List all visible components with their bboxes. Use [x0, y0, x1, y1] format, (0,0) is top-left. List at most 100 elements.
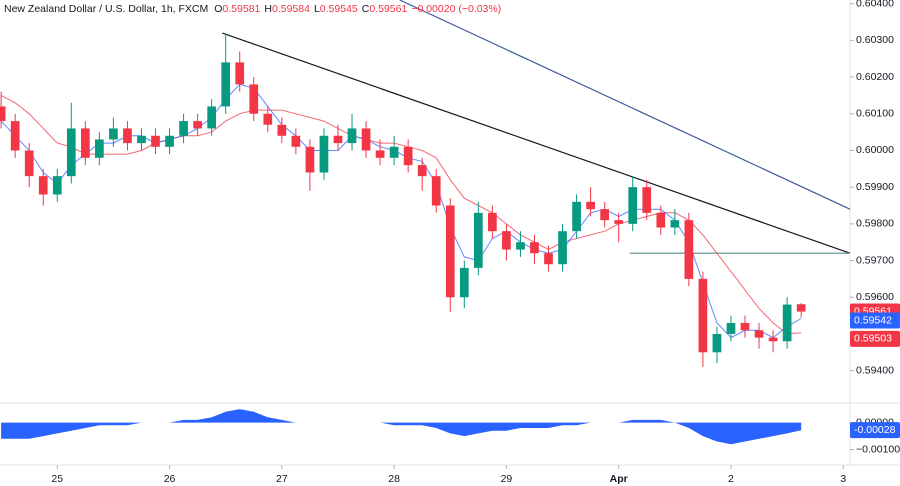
candle-body [193, 121, 202, 129]
candle-body [277, 124, 287, 136]
candle-body [333, 135, 343, 144]
y-tick-label: 0.60400 [856, 0, 894, 9]
y-tick-label: 0.59900 [856, 181, 894, 193]
x-tick-label: 25 [51, 473, 63, 485]
candle-body [698, 278, 708, 353]
y-tick-label: 0.60000 [856, 144, 894, 156]
trendline [399, 0, 851, 210]
candle-body [80, 128, 90, 158]
candle-body [151, 135, 160, 147]
y-tick-label: 0.59700 [856, 254, 894, 266]
x-tick-label: 27 [276, 473, 288, 485]
y-tick-label: 0.60200 [856, 71, 894, 83]
ohlc-label: L [314, 3, 320, 15]
ohlc-label: O [214, 3, 222, 15]
ohlc-value: 0.59561 [369, 3, 407, 15]
candle-body [530, 242, 539, 254]
candle-body [123, 128, 132, 144]
candle-body [796, 304, 806, 312]
y-tick-label: 0.59600 [856, 291, 894, 303]
candle-body [768, 337, 778, 342]
candle-body [179, 121, 188, 136]
candle-body [109, 128, 118, 140]
ohlc-value: 0.59581 [222, 3, 260, 15]
price-tag-label: 0.59542 [854, 314, 892, 326]
candle-body [712, 333, 722, 353]
candle-body [740, 322, 750, 331]
title: New Zealand Dollar / U.S. Dollar, 1h, FX… [4, 3, 208, 15]
candle-body [165, 135, 174, 147]
candle-body [95, 139, 104, 158]
candle-body [473, 212, 483, 268]
candle-body [249, 84, 259, 114]
price-tag-label: 0.59503 [854, 333, 892, 345]
candle-body [459, 267, 469, 298]
candle-body [361, 128, 371, 151]
candle-body [502, 231, 511, 250]
ohlc-value: 0.59545 [320, 3, 358, 15]
candle-body [291, 135, 301, 147]
candle-body [305, 146, 315, 173]
ohlc-value: 0.59584 [272, 3, 310, 15]
candle-body [726, 322, 736, 334]
candle-body [586, 201, 595, 210]
candle-body [235, 62, 245, 85]
x-tick-label: 2 [728, 473, 734, 485]
y-tick-label: 0.59800 [856, 218, 894, 230]
candle-body [66, 128, 76, 177]
candle-body [0, 106, 6, 122]
ohlc-label: C [362, 3, 370, 15]
candle-body [754, 330, 764, 338]
price-tag-label: -0.00028 [854, 424, 896, 436]
candle-body [375, 150, 385, 158]
candle-body [38, 176, 48, 195]
candle-body [389, 146, 399, 158]
ohlc-label: H [264, 3, 272, 15]
x-tick-label: 29 [501, 473, 513, 485]
candle-body [572, 201, 581, 232]
candle-body [52, 176, 62, 195]
candle-body [10, 121, 20, 151]
y-tick-label: 0.60300 [856, 34, 894, 46]
y-tick-label: 0.59400 [856, 364, 894, 376]
candle-body [24, 150, 34, 177]
candle-body [319, 135, 329, 173]
oscillator-area [1, 409, 802, 445]
moving-average [0, 83, 802, 339]
candle-body [642, 187, 652, 213]
trendline [222, 32, 851, 254]
candle-body [445, 205, 455, 298]
change: −0.00020 (−0.03%) [411, 3, 501, 15]
candle-body [628, 187, 638, 224]
candle-body [263, 113, 273, 125]
y-tick-label: −0.00100 [856, 443, 900, 455]
candle-body [431, 176, 441, 206]
y-tick-label: 0.60100 [856, 108, 894, 120]
chart-header: New Zealand Dollar / U.S. Dollar, 1h, FX… [4, 3, 501, 15]
candle-body [207, 106, 217, 129]
candle-body [656, 212, 666, 228]
x-tick-label: 3 [840, 473, 846, 485]
candle-body [558, 231, 567, 265]
candle-body [600, 209, 610, 221]
candle-body [488, 212, 497, 232]
candle-body [782, 304, 792, 342]
moving-average [0, 94, 802, 335]
price-tag [850, 330, 900, 347]
price-tag [850, 422, 900, 439]
candle-body [403, 146, 413, 166]
candle-body [670, 220, 680, 228]
candle-body [137, 135, 146, 144]
x-tick-label: 28 [388, 473, 400, 485]
candle-body [614, 220, 624, 224]
candle-body [417, 165, 427, 177]
x-tick-label: 26 [164, 473, 176, 485]
candle-body [347, 128, 357, 144]
candle-body [684, 220, 694, 279]
x-tick-label: Apr [610, 473, 628, 485]
candle-body [544, 253, 553, 265]
candle-body [221, 62, 231, 107]
candle-body [516, 242, 525, 250]
